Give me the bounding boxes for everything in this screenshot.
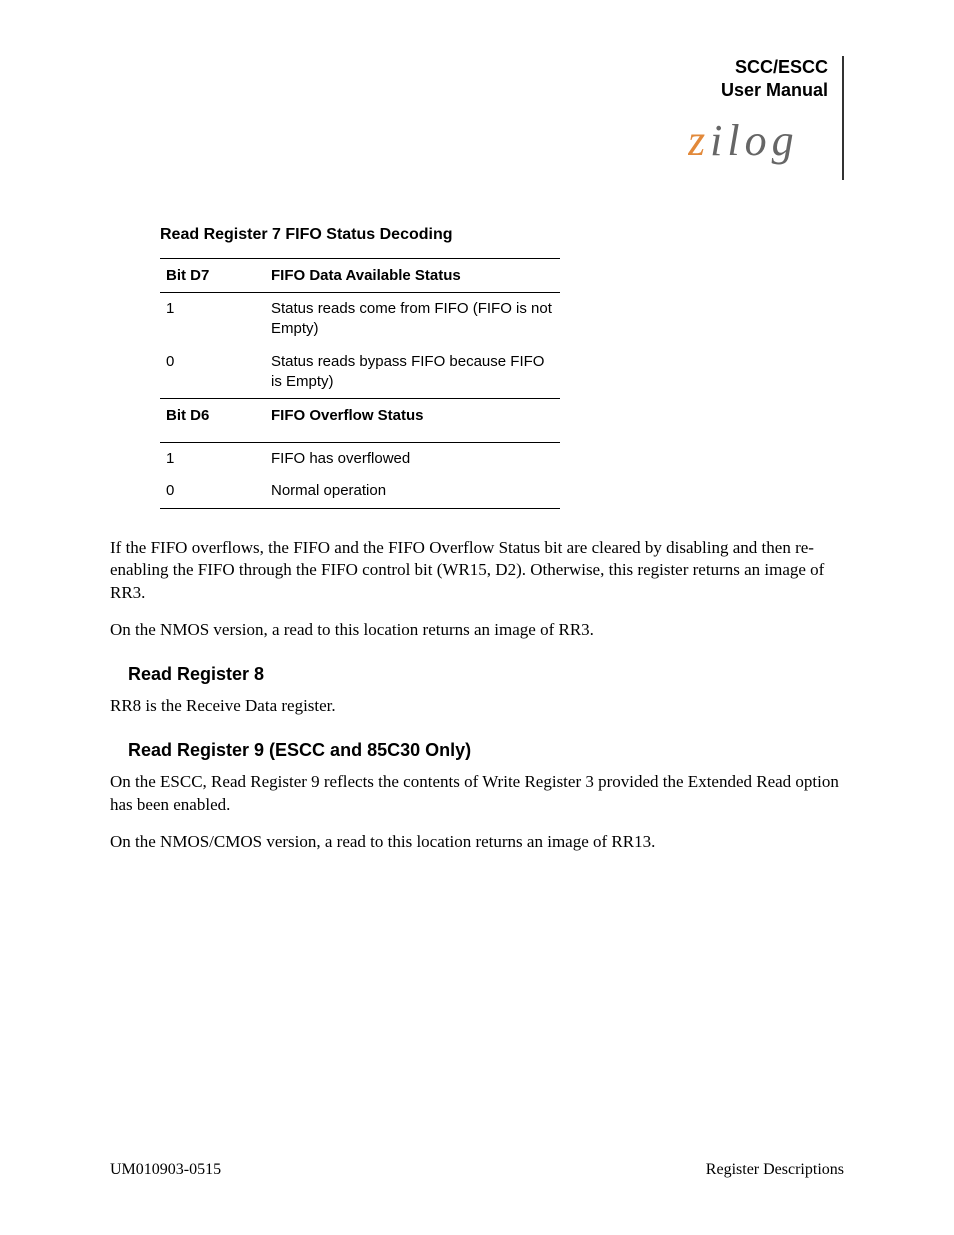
- table-header-right: FIFO Data Available Status: [265, 259, 560, 293]
- bit-value: 0: [160, 346, 265, 399]
- zilog-logo: zilog: [688, 115, 828, 172]
- table-title: Read Register 7 FIFO Status Decoding: [160, 226, 560, 244]
- logo-wrap: zilog: [688, 107, 844, 180]
- paragraph: If the FIFO overflows, the FIFO and the …: [110, 537, 844, 606]
- table-header-left: Bit D7: [160, 259, 265, 293]
- table-header-row: Bit D6 FIFO Overflow Status: [160, 399, 560, 443]
- bit-value: 1: [160, 443, 265, 476]
- table-header-row: Bit D7 FIFO Data Available Status: [160, 259, 560, 293]
- doc-title-line2: User Manual: [721, 80, 828, 100]
- doc-title: SCC/ESCC User Manual: [688, 56, 844, 107]
- paragraph: On the NMOS/CMOS version, a read to this…: [110, 831, 844, 854]
- paragraph: On the NMOS version, a read to this loca…: [110, 619, 844, 642]
- paragraph: On the ESCC, Read Register 9 reflects th…: [110, 771, 844, 817]
- fifo-status-table-block: Read Register 7 FIFO Status Decoding Bit…: [160, 226, 560, 509]
- bit-desc: Normal operation: [265, 475, 560, 508]
- bit-value: 1: [160, 293, 265, 346]
- table-row: 0 Normal operation: [160, 475, 560, 508]
- footer-right: Register Descriptions: [706, 1161, 844, 1179]
- doc-title-line1: SCC/ESCC: [735, 57, 828, 77]
- bit-value: 0: [160, 475, 265, 508]
- paragraph: RR8 is the Receive Data register.: [110, 695, 844, 718]
- table-row: 0 Status reads bypass FIFO because FIFO …: [160, 346, 560, 399]
- page-header: SCC/ESCC User Manual zilog: [688, 56, 844, 180]
- bit-desc: Status reads come from FIFO (FIFO is not…: [265, 293, 560, 346]
- section-heading-rr9: Read Register 9 (ESCC and 85C30 Only): [128, 740, 844, 761]
- fifo-status-table: Bit D7 FIFO Data Available Status 1 Stat…: [160, 258, 560, 509]
- page-footer: UM010903-0515 Register Descriptions: [110, 1161, 844, 1179]
- page: SCC/ESCC User Manual zilog Read Register…: [0, 0, 954, 1235]
- table-header-left: Bit D6: [160, 399, 265, 443]
- section-heading-rr8: Read Register 8: [128, 664, 844, 685]
- bit-desc: Status reads bypass FIFO because FIFO is…: [265, 346, 560, 399]
- table-row: 1 FIFO has overflowed: [160, 443, 560, 476]
- svg-text:zilog: zilog: [688, 116, 797, 165]
- footer-left: UM010903-0515: [110, 1161, 221, 1179]
- table-row: 1 Status reads come from FIFO (FIFO is n…: [160, 293, 560, 346]
- table-header-right: FIFO Overflow Status: [265, 399, 560, 443]
- bit-desc: FIFO has overflowed: [265, 443, 560, 476]
